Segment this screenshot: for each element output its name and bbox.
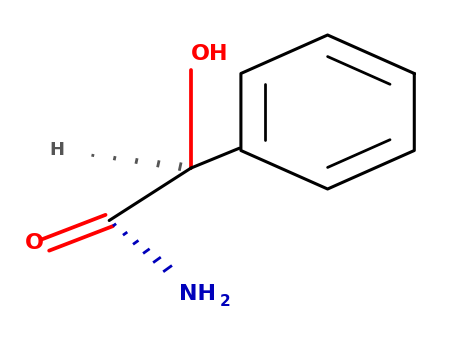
- Text: NH: NH: [179, 284, 217, 304]
- Text: 2: 2: [220, 294, 231, 308]
- Text: OH: OH: [191, 44, 228, 64]
- Text: O: O: [25, 233, 44, 253]
- Text: H: H: [50, 141, 64, 160]
